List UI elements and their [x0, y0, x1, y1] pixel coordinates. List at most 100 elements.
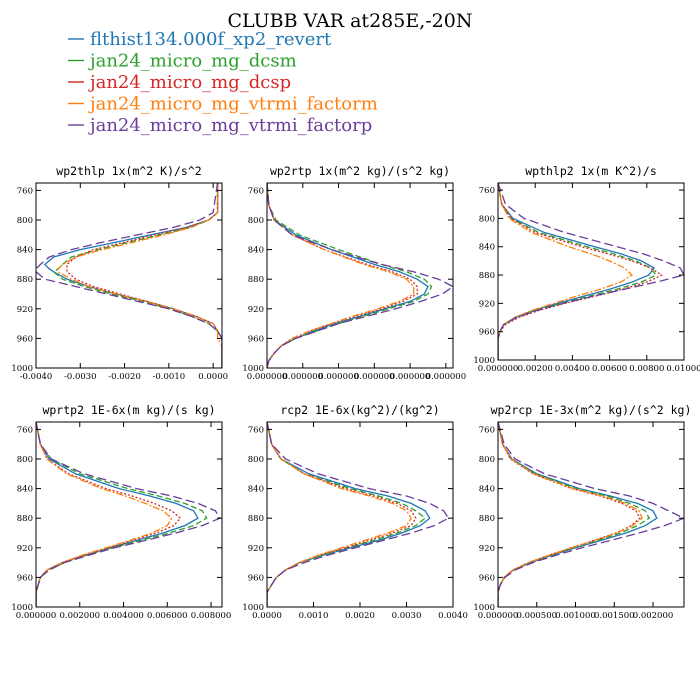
legend: flthist134.000f_xp2_revert jan24_micro_mg… [68, 29, 378, 136]
y-tick-label: 840 [248, 246, 264, 256]
x-tick-label: 0.001500 [594, 611, 635, 621]
series-line [498, 422, 643, 607]
panel-title: wprtp2 1E-6x(m kg)/(s kg) [42, 403, 215, 417]
y-tick-label: 760 [248, 186, 264, 196]
series-line [498, 422, 658, 607]
x-tick-label: 0.004000 [103, 611, 144, 621]
panel-title: wpthlp2 1x(m K^2)/s [525, 164, 657, 178]
plot-frame [35, 421, 223, 608]
y-tick-label: 1000 [11, 603, 33, 613]
x-tick-label: 0.000000 [247, 372, 288, 382]
y-tick-label: 1000 [242, 364, 264, 374]
y-tick-label: 800 [17, 216, 33, 226]
series-group [36, 422, 221, 607]
series-group [498, 422, 684, 607]
y-tick-label: 800 [248, 455, 264, 465]
series-line [498, 422, 684, 607]
x-tick-label: 0.002000 [59, 611, 100, 621]
panel-title: rcp2 1E-6x(kg^2)/(kg^2) [280, 403, 439, 417]
x-tick-label: 0.0010 [299, 611, 329, 621]
series-line [36, 422, 208, 607]
legend-label: jan24_micro_mg_vtrmi_factorp [88, 115, 372, 136]
y-tick-label: 1000 [11, 364, 33, 374]
plot-frame [266, 421, 454, 608]
series-group [267, 183, 453, 368]
series-line [66, 183, 222, 368]
y-tick-label: 1000 [473, 356, 495, 366]
y-tick-label: 800 [248, 216, 264, 226]
panel: wprtp2 1E-6x(m kg)/(s kg) 760 800 840 880 920… [11, 403, 231, 621]
y-tick-label: 960 [479, 573, 495, 583]
series-line [36, 183, 222, 368]
series-line [498, 183, 684, 360]
series-line [267, 183, 453, 368]
series-line [498, 422, 650, 607]
panel: wp2rcp 1E-3x(m^2 kg)/(s^2 kg) 760 800 840 88… [473, 403, 691, 621]
y-tick-label: 760 [479, 186, 495, 196]
plot-frame [497, 182, 685, 361]
y-tick-label: 840 [248, 485, 264, 495]
x-tick-label: 0.000000 [478, 611, 519, 621]
x-tick-label: 0.000000 [390, 372, 431, 382]
plot-frame [266, 182, 454, 369]
x-tick-label: -0.0030 [64, 372, 97, 382]
y-tick-label: 880 [479, 271, 495, 281]
y-tick-label: 880 [479, 514, 495, 524]
x-tick-label: 0.002000 [633, 611, 674, 621]
x-tick-label: 0.0000 [252, 611, 282, 621]
figure-title: CLUBB VAR at285E,-20N [228, 10, 473, 32]
y-tick-label: 960 [248, 573, 264, 583]
legend-label: jan24_micro_mg_dcsp [88, 72, 291, 93]
legend-entry: flthist134.000f_xp2_revert [68, 29, 332, 50]
y-tick-label: 960 [17, 573, 33, 583]
series-line [498, 183, 658, 360]
series-line [498, 183, 664, 360]
panel-title: wp2thlp 1x(m^2 K)/s^2 [56, 164, 201, 178]
series-line [267, 422, 417, 607]
series-line [267, 422, 450, 607]
panel: wpthlp2 1x(m K^2)/s 760 800 840 880 920 960 100… [473, 164, 700, 374]
series-line [267, 422, 412, 607]
y-tick-label: 880 [248, 275, 264, 285]
legend-entry: jan24_micro_mg_vtrmi_factorm [68, 94, 378, 115]
y-tick-label: 880 [248, 514, 264, 524]
series-line [498, 422, 641, 607]
x-tick-label: 0.0040 [438, 611, 468, 621]
x-tick-label: 0.000000 [318, 372, 359, 382]
x-tick-label: -0.0020 [108, 372, 141, 382]
y-tick-label: 760 [17, 186, 33, 196]
x-tick-label: 0.0020 [345, 611, 375, 621]
series-group [267, 422, 450, 607]
series-line [267, 422, 431, 607]
y-tick-label: 920 [479, 299, 495, 309]
x-tick-label: 0.000000 [478, 364, 519, 374]
panel-title: wp2rcp 1E-3x(m^2 kg)/(s^2 kg) [491, 403, 692, 417]
x-tick-label: 0.0030 [392, 611, 422, 621]
series-line [36, 422, 173, 607]
x-tick-label: 0.006000 [147, 611, 188, 621]
x-tick-label: -0.0010 [153, 372, 186, 382]
x-tick-label: -0.0040 [20, 372, 53, 382]
y-tick-label: 920 [479, 544, 495, 554]
x-tick-label: 0.000500 [516, 611, 557, 621]
series-line [36, 422, 199, 607]
y-tick-label: 960 [248, 334, 264, 344]
x-tick-label: 0.000000 [16, 611, 57, 621]
y-tick-label: 1000 [242, 603, 264, 613]
y-tick-label: 1000 [473, 603, 495, 613]
y-tick-label: 840 [479, 485, 495, 495]
series-line [52, 183, 222, 368]
x-tick-label: 0.000000 [426, 372, 467, 382]
y-tick-label: 920 [248, 305, 264, 315]
y-tick-label: 920 [17, 544, 33, 554]
y-tick-label: 960 [479, 328, 495, 338]
y-tick-label: 760 [479, 425, 495, 435]
x-tick-label: 0.00800 [629, 364, 664, 374]
legend-label: jan24_micro_mg_vtrmi_factorm [88, 94, 378, 115]
x-tick-label: 0.008000 [191, 611, 232, 621]
x-tick-label: 0.00600 [592, 364, 627, 374]
series-line [498, 183, 656, 360]
series-line [267, 183, 415, 368]
y-tick-label: 920 [248, 544, 264, 554]
